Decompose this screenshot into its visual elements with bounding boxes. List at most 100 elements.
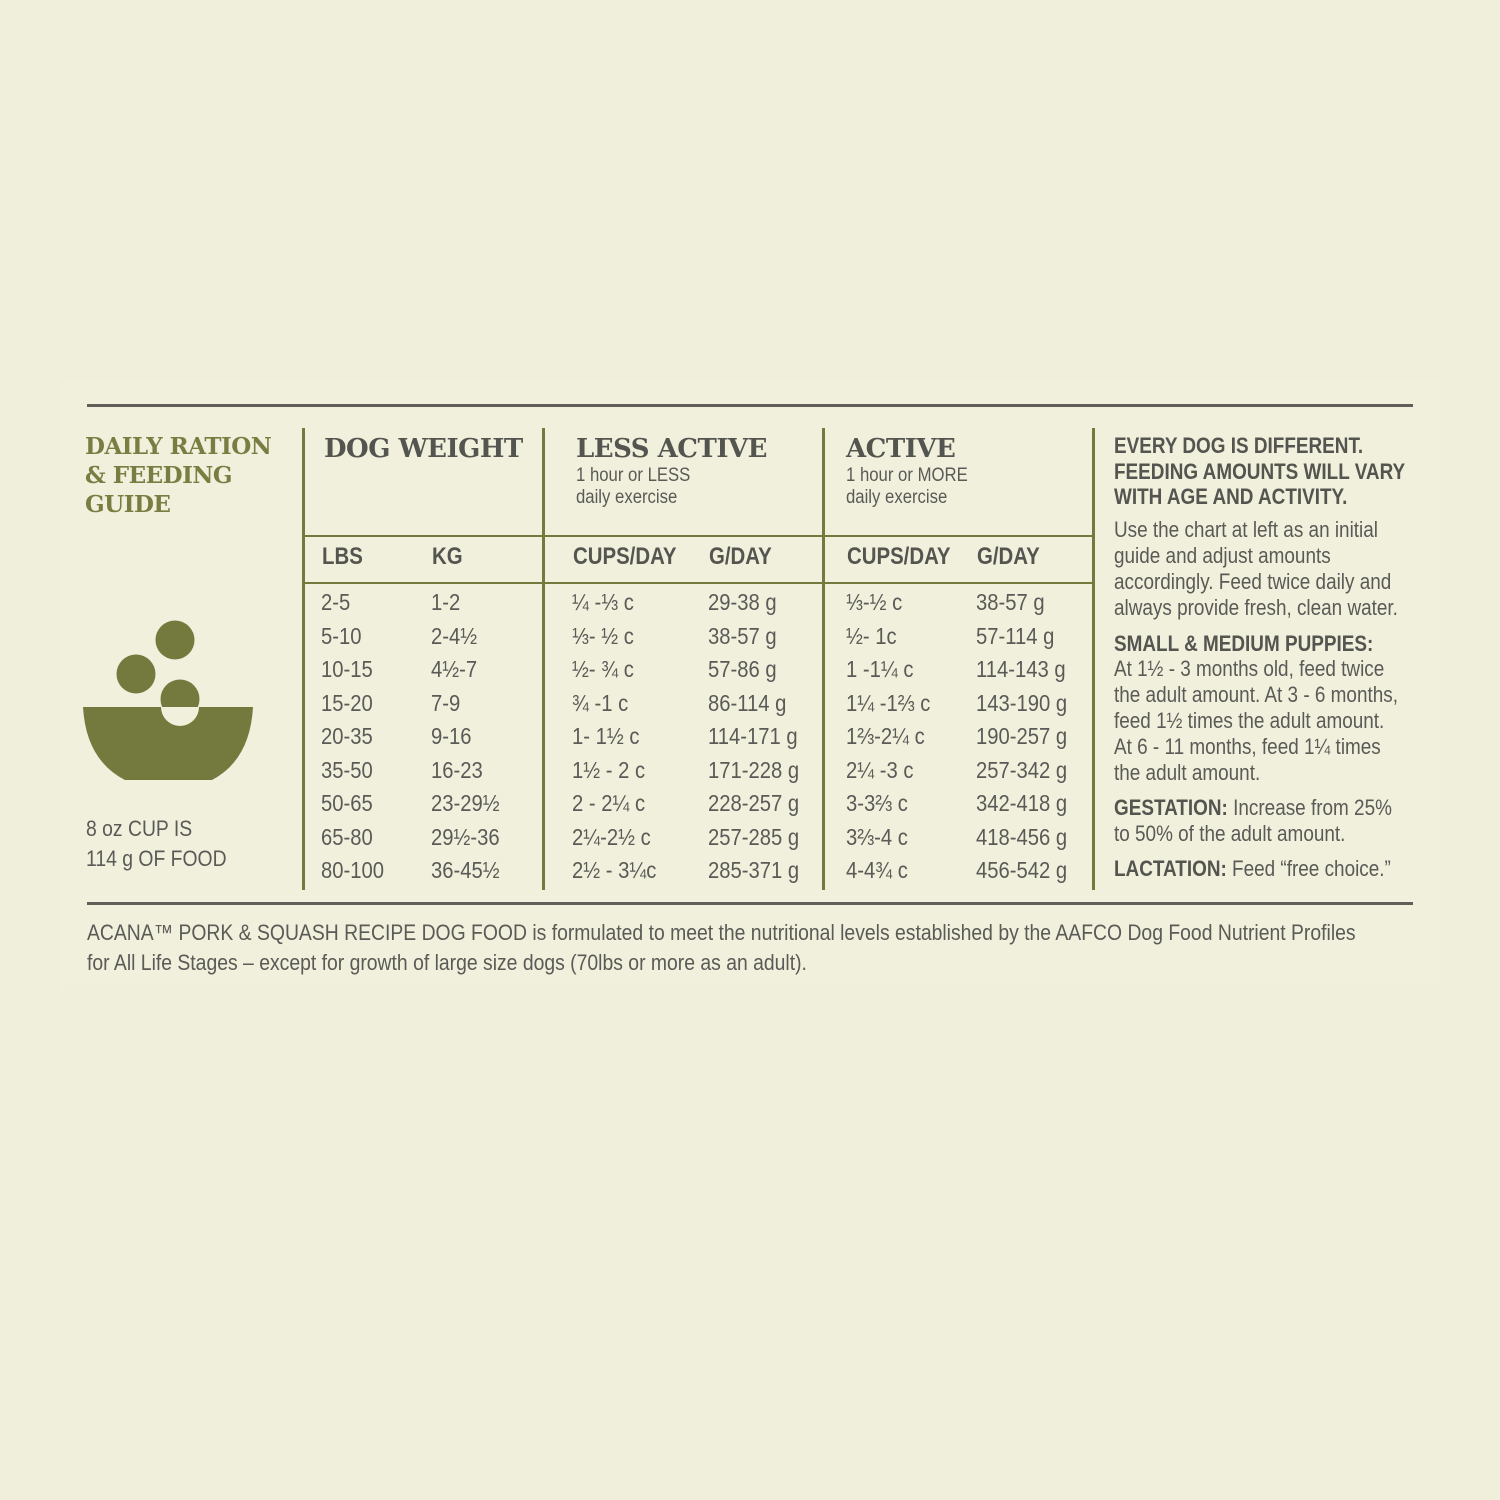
cell-active-grams: 114-143 g [976, 656, 1066, 682]
col-header-less-active-cups: CUPS/DAY [573, 543, 677, 570]
cell-kg: 4½-7 [431, 656, 478, 682]
notes-heading-line: EVERY DOG IS DIFFERENT. [1114, 433, 1364, 458]
col-header-lbs: LBS [322, 543, 363, 570]
bottom-rule [87, 902, 1413, 905]
notes-line: Use the chart at left as an initial [1114, 516, 1378, 542]
notes-line: feed 1½ times the adult amount. [1114, 708, 1385, 733]
cell-active-grams: 456-542 g [976, 857, 1068, 883]
cell-active-cups: 1⅔-2¼ c [846, 723, 925, 749]
gestation-note: GESTATION: Increase from 25% to 50% of t… [1114, 795, 1392, 847]
cell-active-grams: 38-57 g [976, 589, 1045, 615]
guide-title-line: & FEEDING [85, 462, 233, 489]
notes-line: to 50% of the adult amount. [1114, 821, 1346, 846]
table-divider [1092, 428, 1095, 890]
lactation-note: LACTATION: Feed “free choice.” [1114, 856, 1391, 882]
cell-active-grams: 418-456 g [976, 823, 1068, 850]
cell-less-active-cups: ⅓- ½ c [572, 622, 634, 649]
notes-line: At 6 - 11 months, feed 1¼ times [1114, 734, 1381, 759]
less-active-heading: LESS ACTIVE [576, 434, 768, 464]
cell-less-active-grams: 86-114 g [708, 689, 787, 716]
notes-line: the adult amount. At 3 - 6 months, [1114, 682, 1398, 707]
header-rule [302, 582, 1095, 584]
feeding-guide-panel [60, 380, 1440, 990]
guide-title: DAILY RATION & FEEDING GUIDE [85, 432, 300, 519]
cell-less-active-grams: 285-371 g [708, 857, 800, 883]
cell-less-active-grams: 228-257 g [708, 790, 800, 816]
cell-active-cups: 3-3⅔ c [846, 790, 908, 816]
table-divider [822, 428, 825, 890]
subtitle-line: 1 hour or MORE [846, 465, 968, 486]
active-subtitle: 1 hour or MORE daily exercise [846, 465, 968, 509]
gestation-text: Increase from 25% [1227, 795, 1392, 820]
col-header-less-active-grams: G/DAY [709, 543, 772, 570]
cup-note-line: 114 g OF FOOD [86, 846, 227, 871]
cell-less-active-grams: 171-228 g [708, 756, 800, 783]
footer-line: for All Life Stages – except for growth … [87, 950, 807, 975]
active-heading: ACTIVE [846, 434, 956, 464]
cell-kg: 29½-36 [431, 823, 500, 850]
notes-line: At 1½ - 3 months old, feed twice [1114, 656, 1385, 681]
feeding-notes: EVERY DOG IS DIFFERENT. FEEDING AMOUNTS … [1114, 433, 1434, 882]
cell-active-grams: 190-257 g [976, 723, 1068, 749]
table-divider [542, 428, 545, 890]
table-divider [302, 428, 305, 890]
cell-kg: 1-2 [431, 589, 461, 615]
notes-line: the adult amount. [1114, 760, 1261, 785]
guide-title-line: DAILY RATION [85, 433, 272, 460]
notes-heading: EVERY DOG IS DIFFERENT. FEEDING AMOUNTS … [1114, 433, 1406, 510]
cell-active-cups: ½- 1c [846, 622, 897, 649]
lactation-label: LACTATION: [1114, 856, 1227, 881]
cell-active-cups: 2¼ -3 c [846, 756, 914, 783]
cell-less-active-cups: 2½ - 3¼c [572, 857, 657, 883]
cell-kg: 36-45½ [431, 857, 500, 883]
less-active-subtitle: 1 hour or LESS daily exercise [576, 465, 690, 509]
notes-heading-line: FEEDING AMOUNTS WILL VARY [1114, 458, 1406, 484]
cell-less-active-grams: 257-285 g [708, 823, 800, 850]
cell-active-grams: 257-342 g [976, 756, 1068, 783]
cell-less-active-cups: ¾ -1 c [572, 689, 629, 716]
notes-line: always provide fresh, clean water. [1114, 594, 1398, 620]
cup-conversion-note: 8 oz CUP IS 114 g OF FOOD [86, 814, 227, 874]
puppies-label: SMALL & MEDIUM PUPPIES: [1114, 630, 1374, 656]
cell-active-grams: 342-418 g [976, 790, 1068, 816]
cell-kg: 16-23 [431, 756, 483, 783]
dog-weight-heading: DOG WEIGHT [324, 434, 523, 464]
cell-kg: 2-4½ [431, 622, 478, 649]
cell-active-cups: 4-4¾ c [846, 857, 908, 883]
header-rule [302, 535, 1095, 537]
cell-kg: 23-29½ [431, 790, 500, 816]
cell-active-cups: 3⅔-4 c [846, 823, 908, 850]
cell-less-active-grams: 29-38 g [708, 589, 777, 615]
cell-less-active-grams: 57-86 g [708, 656, 777, 682]
subtitle-line: daily exercise [846, 487, 948, 508]
cell-lbs: 15-20 [321, 689, 373, 716]
cell-less-active-cups: 1½ - 2 c [572, 756, 646, 783]
col-header-active-cups: CUPS/DAY [847, 543, 951, 570]
cell-lbs: 50-65 [321, 790, 373, 816]
notes-line: guide and adjust amounts [1114, 542, 1331, 568]
cell-lbs: 2-5 [321, 589, 351, 615]
cell-less-active-grams: 38-57 g [708, 622, 777, 649]
cell-kg: 9-16 [431, 723, 472, 749]
cell-active-grams: 57-114 g [976, 622, 1055, 649]
cell-active-cups: 1 -1¼ c [846, 656, 914, 682]
cell-lbs: 10-15 [321, 656, 373, 682]
gestation-label: GESTATION: [1114, 795, 1228, 820]
cell-lbs: 35-50 [321, 756, 373, 783]
cell-less-active-cups: 2 - 2¼ c [572, 790, 646, 816]
cell-less-active-cups: 2¼-2½ c [572, 823, 651, 850]
cell-lbs: 65-80 [321, 823, 373, 850]
cell-lbs: 20-35 [321, 723, 373, 749]
cell-less-active-cups: 1- 1½ c [572, 723, 640, 749]
cell-lbs: 5-10 [321, 622, 362, 649]
lactation-text: Feed “free choice.” [1226, 856, 1391, 881]
col-header-active-grams: G/DAY [977, 543, 1040, 570]
cell-active-cups: ⅓-½ c [846, 589, 903, 615]
notes-line: accordingly. Feed twice daily and [1114, 568, 1392, 594]
cell-active-cups: 1¼ -1⅔ c [846, 689, 931, 716]
cell-less-active-grams: 114-171 g [708, 723, 798, 749]
cell-kg: 7-9 [431, 689, 461, 716]
aafco-statement: ACANA™ PORK & SQUASH RECIPE DOG FOOD is … [87, 918, 1356, 978]
cell-active-grams: 143-190 g [976, 689, 1068, 716]
cup-note-line: 8 oz CUP IS [86, 816, 193, 841]
